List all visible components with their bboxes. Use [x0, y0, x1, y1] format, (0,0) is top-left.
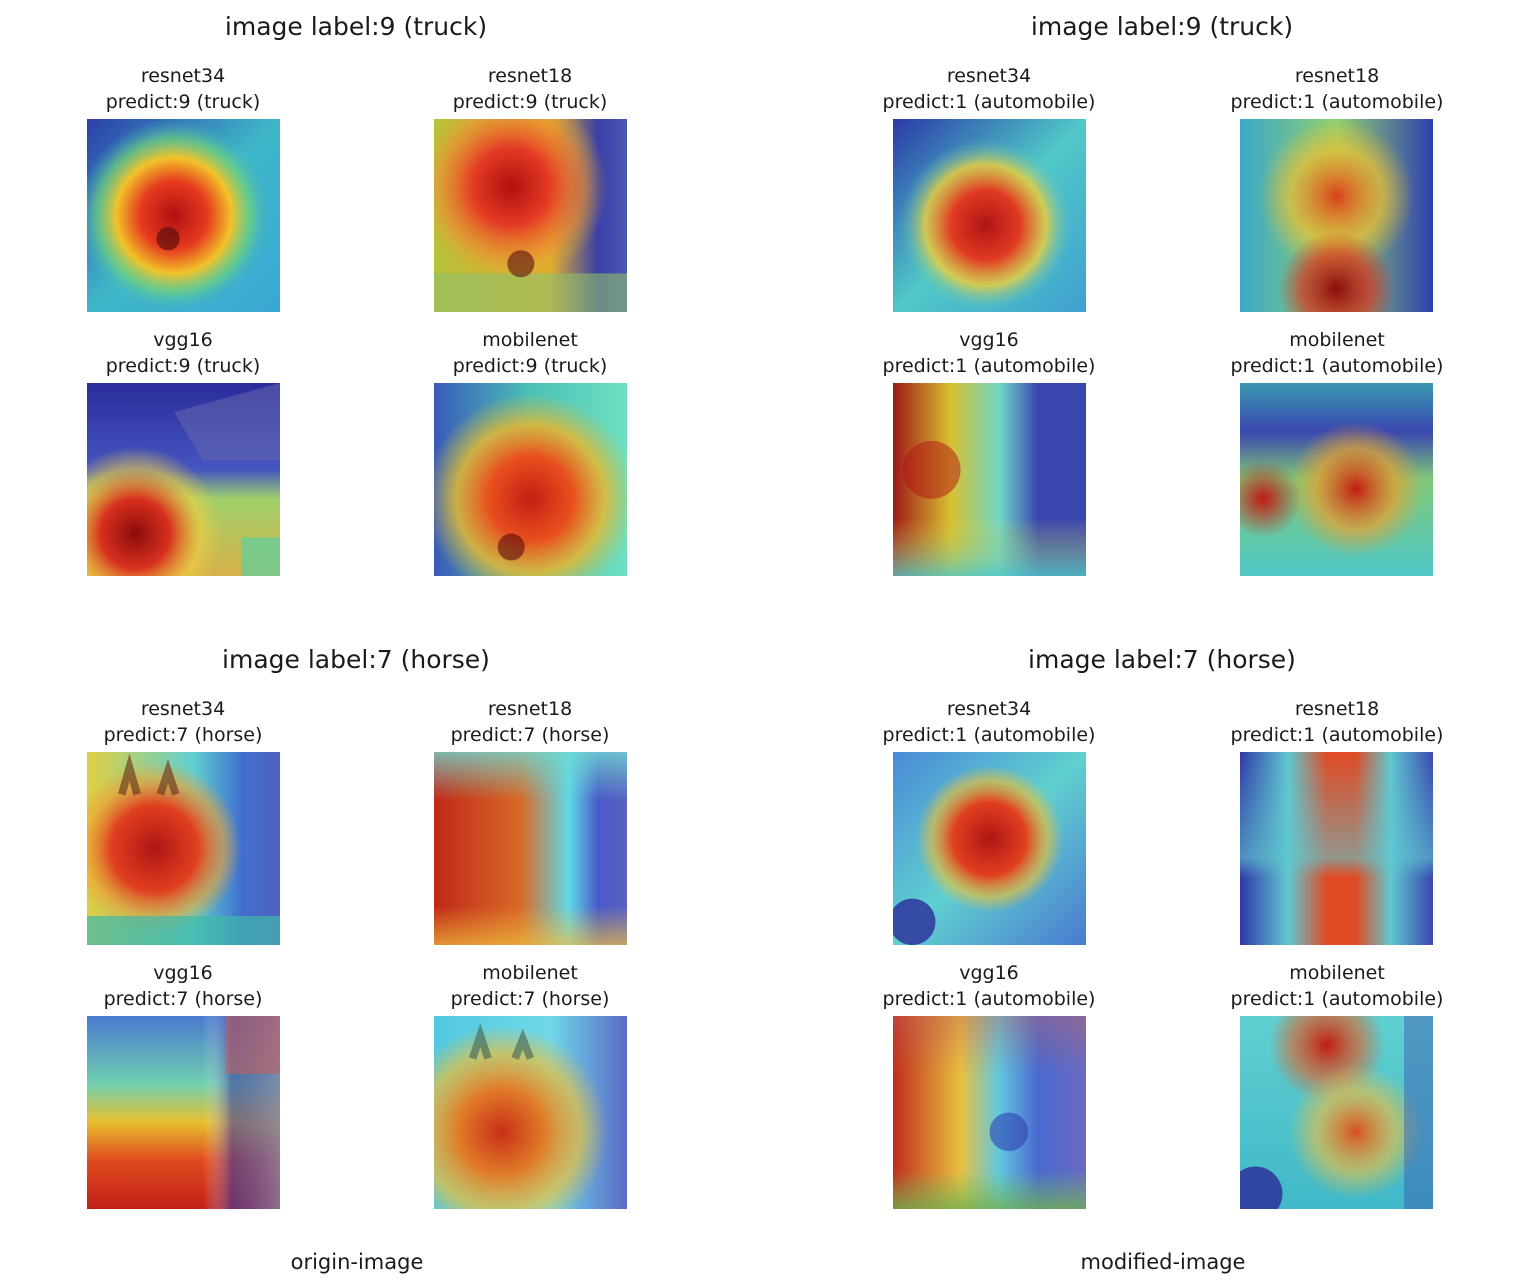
horse-heatmap-icon: [893, 752, 1086, 945]
cell-title-modified-truck-vgg16: vgg16 predict:1 (automobile): [882, 329, 1096, 377]
cell-title-modified-truck-resnet18: resnet18 predict:1 (automobile): [1230, 65, 1444, 113]
group-title-origin-horse: image label:7 (horse): [222, 645, 490, 674]
horse-heatmap-icon: [893, 1016, 1086, 1209]
caption-modified-image: modified-image: [1080, 1250, 1246, 1274]
cell-title-modified-horse-resnet18: resnet18 predict:1 (automobile): [1230, 698, 1444, 746]
cell-title-origin-horse-resnet34: resnet34 predict:7 (horse): [103, 698, 263, 746]
truck-heatmap-icon: [434, 383, 627, 576]
truck-heatmap-icon: [434, 119, 627, 312]
horse-heatmap-icon: [434, 752, 627, 945]
group-title-origin-truck: image label:9 (truck): [224, 12, 488, 41]
horse-heatmap-icon: [434, 1016, 627, 1209]
truck-heatmap-icon: [87, 119, 280, 312]
cell-title-origin-horse-resnet18: resnet18 predict:7 (horse): [450, 698, 610, 746]
horse-heatmap-icon: [1240, 752, 1433, 945]
cell-title-origin-truck-resnet18: resnet18 predict:9 (truck): [452, 65, 608, 113]
cell-title-origin-horse-mobilenet: mobilenet predict:7 (horse): [450, 962, 610, 1010]
truck-heatmap-icon: [893, 119, 1086, 312]
group-title-modified-truck: image label:9 (truck): [1030, 12, 1294, 41]
cell-title-modified-horse-resnet34: resnet34 predict:1 (automobile): [882, 698, 1096, 746]
truck-heatmap-icon: [1240, 383, 1433, 576]
cell-title-origin-truck-vgg16: vgg16 predict:9 (truck): [105, 329, 261, 377]
caption-origin-image: origin-image: [290, 1250, 424, 1274]
group-title-modified-horse: image label:7 (horse): [1028, 645, 1296, 674]
cell-title-modified-truck-mobilenet: mobilenet predict:1 (automobile): [1230, 329, 1444, 377]
cell-title-modified-horse-mobilenet: mobilenet predict:1 (automobile): [1230, 962, 1444, 1010]
cell-title-origin-truck-resnet34: resnet34 predict:9 (truck): [105, 65, 261, 113]
cell-title-origin-truck-mobilenet: mobilenet predict:9 (truck): [452, 329, 608, 377]
truck-heatmap-icon: [1240, 119, 1433, 312]
truck-heatmap-icon: [87, 383, 280, 576]
horse-heatmap-icon: [87, 1016, 280, 1209]
cell-title-origin-horse-vgg16: vgg16 predict:7 (horse): [103, 962, 263, 1010]
horse-heatmap-icon: [87, 752, 280, 945]
truck-heatmap-icon: [893, 383, 1086, 576]
horse-heatmap-icon: [1240, 1016, 1433, 1209]
cell-title-modified-truck-resnet34: resnet34 predict:1 (automobile): [882, 65, 1096, 113]
cell-title-modified-horse-vgg16: vgg16 predict:1 (automobile): [882, 962, 1096, 1010]
